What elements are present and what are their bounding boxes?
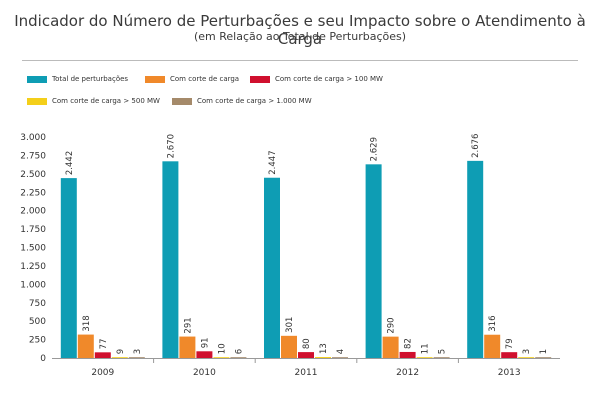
legend-item-1000mw: Com corte de carga > 1.000 MW xyxy=(172,97,312,105)
bar xyxy=(94,352,111,358)
legend-swatch-500mw xyxy=(27,97,47,105)
data-label: 5 xyxy=(438,349,448,354)
data-label: 82 xyxy=(404,338,414,349)
bar xyxy=(230,357,247,358)
data-label: 91 xyxy=(200,337,210,348)
legend-swatch-1000mw xyxy=(172,97,192,105)
data-label: 2.676 xyxy=(471,134,481,158)
data-label: 3 xyxy=(522,349,532,354)
data-label: 10 xyxy=(217,343,227,354)
bar xyxy=(128,357,145,358)
y-tick-label: 0 xyxy=(40,354,46,364)
bar xyxy=(382,336,399,358)
data-label: 77 xyxy=(99,338,109,349)
data-label: 2.629 xyxy=(370,137,380,161)
data-label: 290 xyxy=(387,317,397,333)
bar xyxy=(518,357,535,358)
bar xyxy=(264,177,280,358)
data-label: 9 xyxy=(116,349,126,354)
data-label: 2.442 xyxy=(65,151,75,175)
bar xyxy=(399,351,416,358)
legend-label-100mw: Com corte de carga > 100 MW xyxy=(275,75,383,83)
data-label: 301 xyxy=(285,317,295,333)
data-label: 3 xyxy=(133,349,143,354)
legend-swatch-total xyxy=(27,75,47,83)
legend-swatch-100mw xyxy=(250,75,270,83)
legend-item-total: Total de perturbações xyxy=(27,75,128,83)
data-label: 13 xyxy=(319,343,329,354)
y-tick-label: 500 xyxy=(29,317,46,327)
bar xyxy=(484,334,501,358)
y-tick-label: 1.250 xyxy=(20,262,46,272)
x-tick-label: 2009 xyxy=(91,368,114,378)
bar xyxy=(365,164,382,358)
bar xyxy=(298,352,314,358)
y-tick-label: 2.000 xyxy=(20,207,46,217)
y-tick-label: 1.500 xyxy=(20,244,46,254)
bar xyxy=(467,160,484,358)
legend-label-total: Total de perturbações xyxy=(52,75,129,83)
bar xyxy=(213,357,230,358)
title-divider xyxy=(22,60,578,61)
bar xyxy=(501,352,518,358)
x-tick-label: 2011 xyxy=(295,368,318,378)
y-tick-label: 1.750 xyxy=(20,225,46,235)
data-label: 316 xyxy=(488,315,498,331)
legend-label-corte: Com corte de carga xyxy=(170,75,240,83)
bar xyxy=(162,161,179,358)
y-tick-label: 3.000 xyxy=(20,133,46,143)
bar xyxy=(332,357,348,358)
data-label: 11 xyxy=(421,343,431,354)
y-tick-label: 2.250 xyxy=(20,188,46,198)
legend-label-1000mw: Com corte de carga > 1.000 MW xyxy=(197,97,312,105)
bar xyxy=(196,351,213,358)
legend-label-500mw: Com corte de carga > 500 MW xyxy=(52,97,160,105)
chart-title: Indicador do Número de Perturbações e se… xyxy=(14,12,586,48)
bar xyxy=(281,335,297,358)
legend-item-corte: Com corte de carga xyxy=(145,75,239,83)
y-tick-label: 2.500 xyxy=(20,170,46,180)
data-label: 80 xyxy=(302,338,312,349)
x-tick-label: 2013 xyxy=(498,368,521,378)
legend-swatch-corte xyxy=(145,75,165,83)
legend-item-500mw: Com corte de carga > 500 MW xyxy=(27,97,160,105)
x-tick-label: 2010 xyxy=(193,368,216,378)
data-label: 1 xyxy=(539,349,549,354)
bar xyxy=(179,336,196,358)
data-label: 2.447 xyxy=(268,150,278,174)
x-tick-label: 2012 xyxy=(396,368,419,378)
bar xyxy=(535,357,552,358)
data-label: 4 xyxy=(336,349,346,354)
y-tick-label: 750 xyxy=(29,299,46,309)
data-label: 2.670 xyxy=(166,134,176,158)
y-tick-label: 2.750 xyxy=(20,151,46,161)
bar xyxy=(111,357,128,358)
chart-subtitle: (em Relação ao Total de Perturbações) xyxy=(193,30,407,43)
bar xyxy=(433,357,450,358)
data-label: 6 xyxy=(234,349,244,354)
data-label: 79 xyxy=(505,338,515,349)
data-label: 318 xyxy=(82,315,92,331)
bar xyxy=(60,178,77,358)
legend-item-100mw: Com corte de carga > 100 MW xyxy=(250,75,383,83)
y-tick-label: 1.000 xyxy=(20,280,46,290)
data-label: 291 xyxy=(183,317,193,333)
bar xyxy=(315,357,331,358)
bar xyxy=(416,357,433,358)
bar xyxy=(77,334,94,358)
y-tick-label: 250 xyxy=(29,336,46,346)
